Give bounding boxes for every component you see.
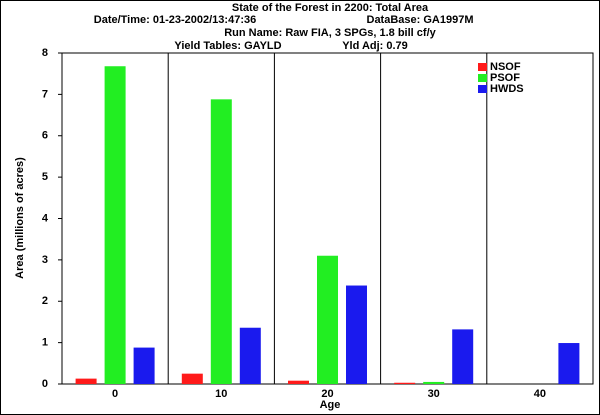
database: DataBase: GA1997M [367,14,474,26]
bar [75,378,97,384]
y-tick-label: 2 [42,295,48,307]
run-name: Run Name: Raw FIA, 3 SPGs, 1.8 bill cf/y [224,27,436,39]
bar [288,380,309,384]
y-tick-label: 0 [42,378,48,390]
bar [239,327,261,384]
legend-label: NSOF [490,61,521,73]
chart-title: State of the Forest in 2200: Total Area [232,2,429,14]
yield-tables: Yield Tables: GAYLD [174,40,281,52]
x-axis-label: Age [320,399,341,411]
bar [423,381,445,384]
x-tick-label: 10 [215,388,227,400]
y-tick-label: 7 [42,88,48,100]
bar [452,329,474,384]
bar [133,347,155,384]
legend-swatch [478,63,487,71]
x-tick-label: 20 [321,388,333,400]
x-tick-label: 40 [534,388,546,400]
y-tick-label: 8 [42,47,48,59]
yld-adj: Yld Adj: 0.79 [342,40,408,52]
legend-swatch [478,85,487,93]
datetime: Date/Time: 01-23-2002/13:47:36 [94,14,256,26]
x-tick-label: 30 [428,388,440,400]
legend-swatch [478,74,487,82]
bar [317,255,338,384]
bar [346,285,367,384]
legend-label: HWDS [490,83,524,95]
y-tick-label: 6 [42,130,48,142]
bar [181,373,203,384]
x-tick-label: 0 [112,388,118,400]
bar [558,343,580,384]
legend-label: PSOF [490,72,520,84]
bar [104,66,126,385]
y-tick-label: 5 [42,171,48,183]
y-tick-label: 3 [42,254,48,266]
y-tick-label: 4 [42,212,49,224]
bar [210,99,232,384]
bar [394,382,416,384]
y-axis-label: Area (millions of acres) [14,157,26,279]
y-tick-label: 1 [42,337,48,349]
